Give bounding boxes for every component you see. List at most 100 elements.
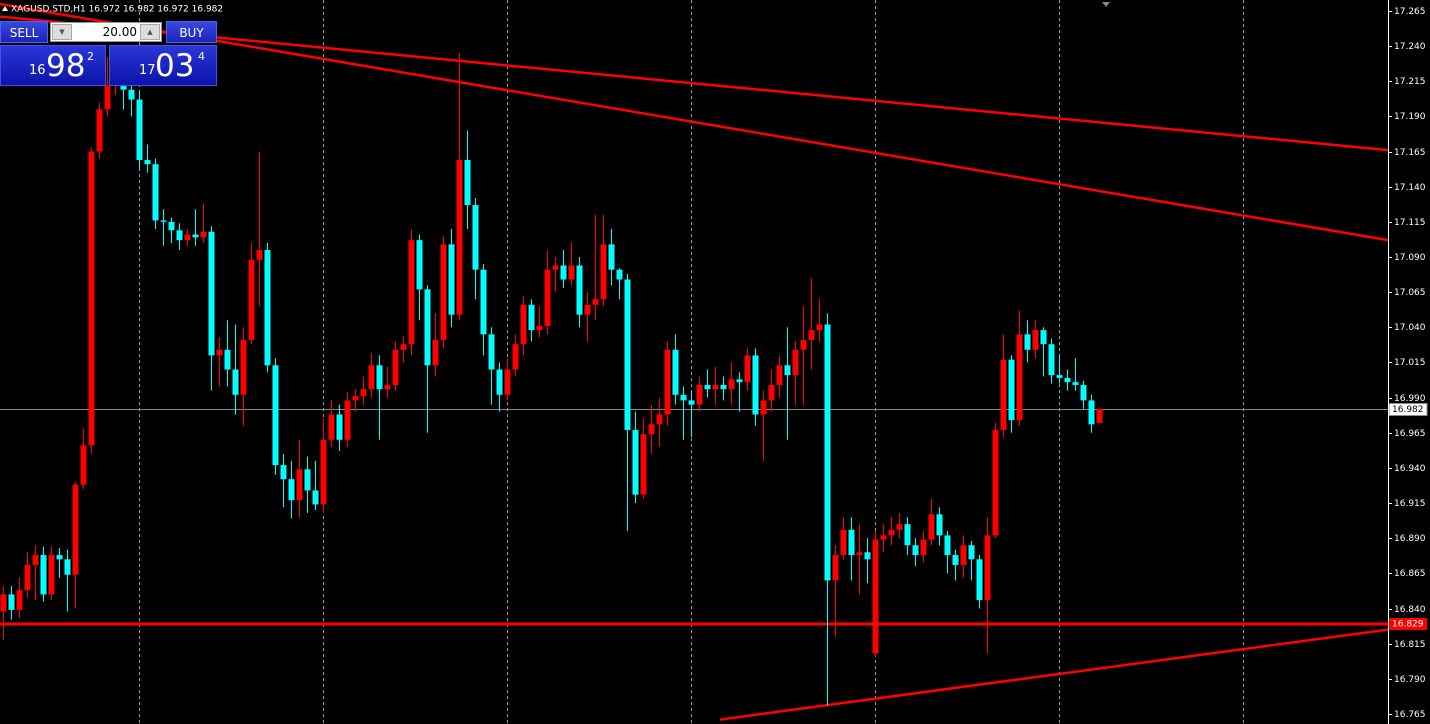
trade-panel: SELL ▼ 20.00 ▲ BUY 16 98 2 17 03 4 [0,20,217,86]
candle-body [104,85,111,110]
candle-body [56,555,63,560]
candle-body [960,545,967,565]
candle-body [568,265,575,280]
candle-body [328,414,335,440]
candle-body [392,349,399,385]
candle-body [1048,344,1055,376]
trendline [0,2,1389,242]
volume-input[interactable]: ▼ 20.00 ▲ [50,22,162,42]
candle-body [952,555,959,565]
y-tick-label: 16.915 [1394,499,1426,509]
candle-body [832,555,839,581]
candle-body [928,514,935,540]
candle-body [440,244,447,340]
candle-body [560,265,567,280]
volume-up[interactable]: ▲ [140,24,160,40]
candle-body [1064,377,1071,383]
candle-body [880,535,887,540]
candle-body [464,160,471,205]
candle-body [744,355,751,383]
candle-body [768,384,775,401]
candle-body [704,384,711,390]
candle-body [416,240,423,290]
candle-body [816,324,823,331]
candle-body [968,545,975,560]
candle-body [1056,375,1063,378]
y-tick-label: 16.990 [1394,394,1426,404]
candle-body [40,555,47,595]
scroll-marker [1102,2,1110,7]
candle-body [1024,334,1031,350]
candle-body [384,384,391,390]
level-label-box [1389,617,1427,630]
trendline [719,628,1389,721]
y-tick-label: 16.940 [1394,464,1426,474]
y-tick-label: 17.240 [1394,42,1426,52]
candle-body [16,590,23,610]
candle-body [1040,330,1047,345]
candle-body [672,349,679,395]
y-tick-label: 17.165 [1394,148,1426,158]
quote-tail: 2 [87,50,94,63]
candle-body [920,539,927,556]
y-tick-label: 17.065 [1394,288,1426,298]
candle-body [648,424,655,435]
candle-body [144,160,151,165]
candle-body [840,529,847,556]
candle-body [152,164,159,221]
candle-body [680,394,687,401]
candle-body [1096,408,1103,423]
candle-body [624,279,631,430]
y-tick-label: 17.090 [1394,253,1426,263]
candle-body [256,249,263,260]
level-label: 16.829 [1392,619,1424,629]
volume-value: 20.00 [102,25,137,39]
y-tick-label: 17.015 [1394,358,1426,368]
candle-body [728,379,735,390]
candle-body [688,400,695,405]
candle-body [856,552,863,556]
chart-title: XAGUSD.STD,H1 16.972 16.982 16.972 16.98… [11,5,223,15]
candle-body [304,469,311,491]
candle-body [1008,359,1015,421]
candle-body [848,529,855,556]
candle-body [656,414,663,425]
candle-body [1000,359,1007,430]
candle-body [784,365,791,376]
candle-body [616,269,623,280]
candle-body [264,249,271,366]
y-tick-label: 16.890 [1394,534,1426,544]
candle-body [664,349,671,415]
sell-button[interactable]: SELL [0,21,48,43]
buy-quote[interactable]: 17 03 4 [109,45,217,86]
y-tick-label: 16.865 [1394,569,1426,579]
candle-body [584,304,591,315]
candle-body [168,221,175,231]
candle-body [280,465,287,480]
candle-body [288,479,295,501]
buy-button[interactable]: BUY [166,21,217,43]
candle-body [720,384,727,390]
volume-down[interactable]: ▼ [52,24,72,40]
quote-tail: 4 [198,50,205,63]
quote-main: 98 [46,48,86,84]
candle-body [512,344,519,370]
candle-body [912,545,919,556]
candle-body [1016,334,1023,421]
candle-body [760,400,767,415]
candle-body [480,269,487,335]
candle-body [160,220,167,222]
candle-body [96,109,103,152]
candle-body [896,524,903,530]
candle-body [712,384,719,390]
candle-body [552,265,559,270]
candle-body [136,99,143,160]
candle-body [472,204,479,270]
candle-body [600,244,607,300]
candle-body [1032,330,1039,350]
sell-quote[interactable]: 16 98 2 [0,45,106,86]
candle-body [80,445,87,485]
quote-lead: 16 [29,63,46,78]
candle-body [336,414,343,440]
